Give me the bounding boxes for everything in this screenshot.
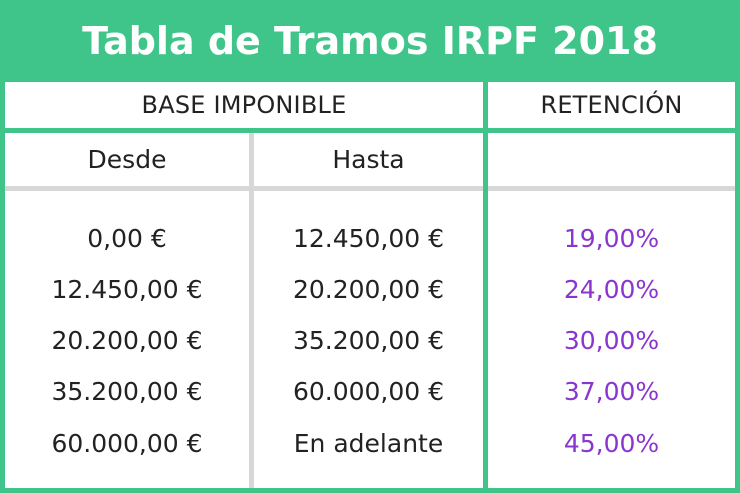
subheader-divider-left xyxy=(5,186,483,191)
header-retencion: RETENCIÓN xyxy=(540,91,683,119)
column-divider-retencion xyxy=(483,82,488,488)
row-4-retencion: 37,00% xyxy=(563,376,660,406)
row-2-desde: 12.450,00 € xyxy=(51,274,203,304)
subheader-desde: Desde xyxy=(87,145,167,174)
row-5-hasta: En adelante xyxy=(293,428,444,458)
row-3-desde: 20.200,00 € xyxy=(51,325,203,355)
row-4-hasta: 60.000,00 € xyxy=(292,376,445,406)
subheader-divider-right xyxy=(488,186,735,191)
subheader-hasta: Hasta xyxy=(332,145,405,174)
header-divider xyxy=(5,128,735,133)
row-4-desde: 35.200,00 € xyxy=(51,376,203,406)
row-1-hasta: 12.450,00 € xyxy=(292,223,445,253)
header-base-imponible: BASE IMPONIBLE xyxy=(141,91,347,119)
row-2-retencion: 24,00% xyxy=(563,274,660,304)
row-5-retencion: 45,00% xyxy=(563,428,660,458)
row-3-hasta: 35.200,00 € xyxy=(292,325,445,355)
column-divider-desde-hasta xyxy=(249,133,254,488)
table-title: Tabla de Tramos IRPF 2018 xyxy=(82,19,658,63)
row-1-desde: 0,00 € xyxy=(87,223,167,253)
row-1-retencion: 19,00% xyxy=(563,223,660,253)
row-2-hasta: 20.200,00 € xyxy=(292,274,445,304)
row-3-retencion: 30,00% xyxy=(563,325,660,355)
row-5-desde: 60.000,00 € xyxy=(51,428,203,458)
title-bar: Tabla de Tramos IRPF 2018 xyxy=(0,0,740,82)
